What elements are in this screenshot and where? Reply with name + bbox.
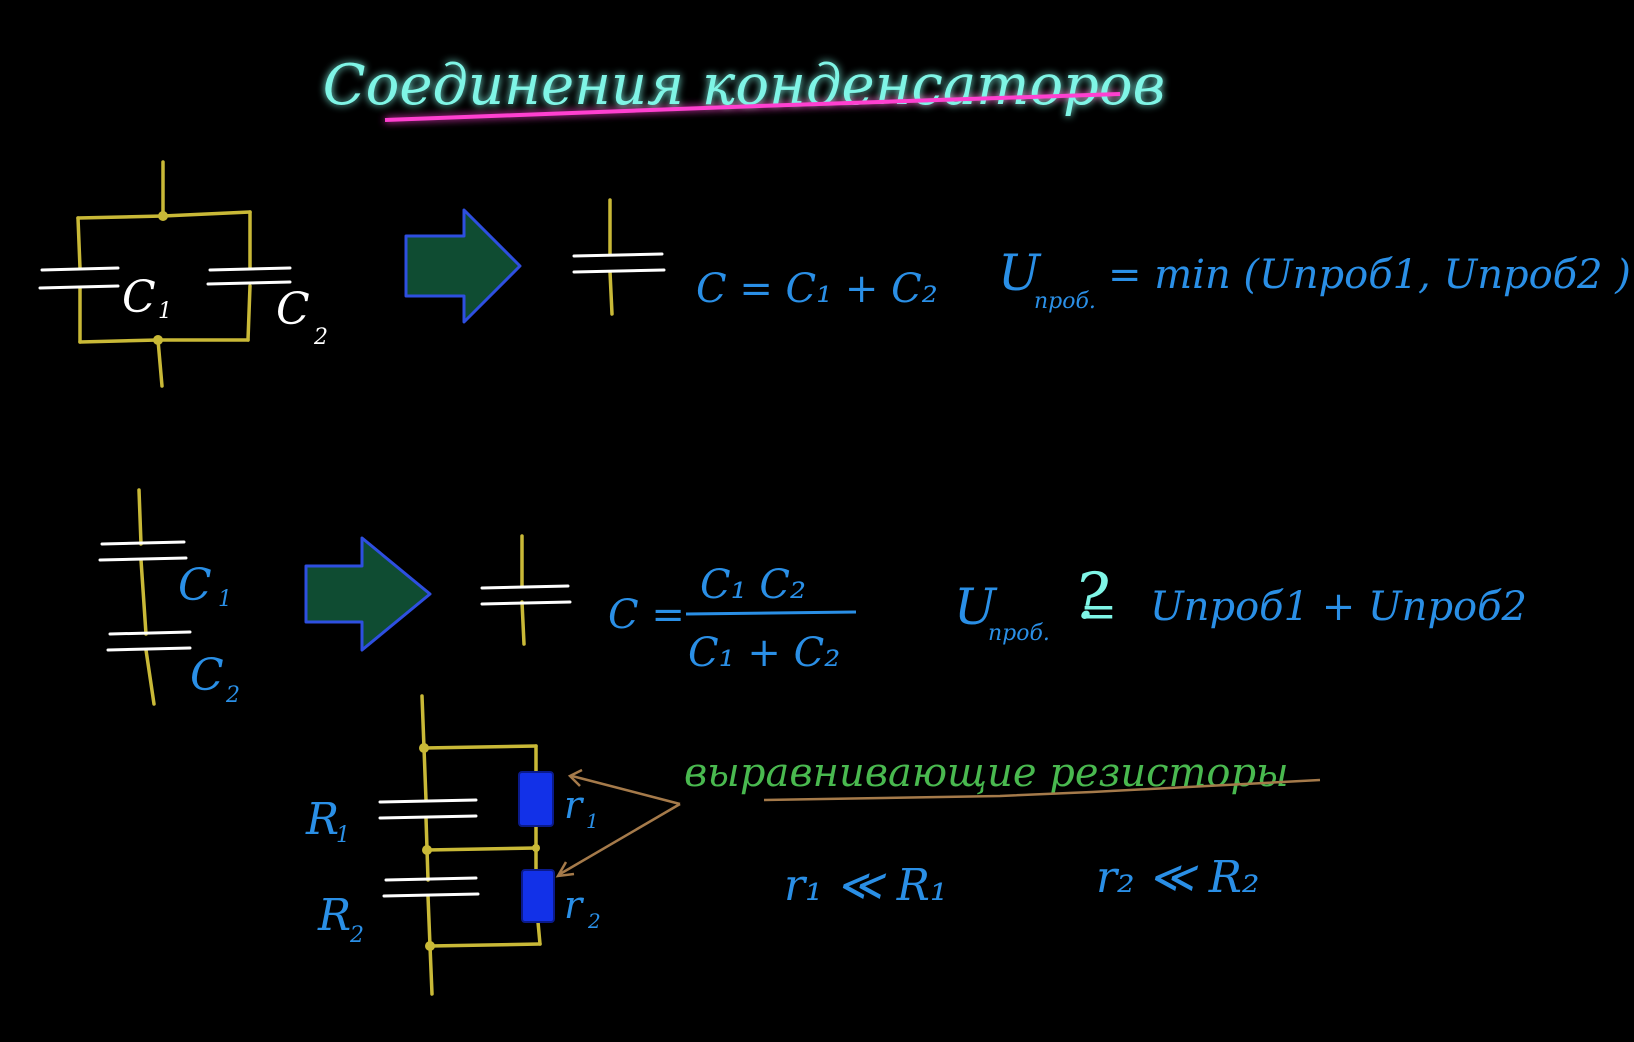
- balancing-top-bus: [422, 744, 538, 750]
- series-breakdown-voltage: U проб. ? = Uпроб1 + Uпроб2: [954, 560, 1527, 646]
- parallel-c2-label: C: [276, 284, 310, 335]
- balancing-junction-mid-right: [532, 844, 540, 852]
- parallel-voltage-symbol: U: [998, 244, 1042, 302]
- parallel-circuit: C 1 C 2: [38, 160, 328, 388]
- balancing-R2-label: R: [317, 890, 351, 941]
- balancing-cap-wire-1: [422, 746, 428, 802]
- balancing-mid-bus: [425, 846, 538, 852]
- balancing-top-lead: [420, 694, 426, 750]
- balancing-cap-wire-3: [426, 894, 432, 948]
- balancing-junction-mid: [422, 845, 432, 855]
- series-bottom-lead: [144, 648, 156, 706]
- balancing-r1-label: r: [564, 783, 585, 827]
- series-eq-lead-bottom: [520, 600, 526, 646]
- balancing-res-wire-3: [536, 920, 542, 946]
- balancing-pointers: [555, 768, 681, 878]
- parallel-bottom-bus: [78, 338, 250, 344]
- series-eq-plate-top: [480, 584, 570, 590]
- balancing-junction-top: [419, 743, 429, 753]
- series-capacitance-formula: C = C₁ C₂ C₁ + C₂: [608, 562, 857, 676]
- parallel-c1-subscript: 1: [158, 299, 172, 324]
- series-question-mark: ?: [1074, 560, 1109, 634]
- series-c2-plate-top: [108, 630, 192, 636]
- balancing-bottom-lead: [428, 944, 434, 996]
- series-c2-plate-bottom: [106, 646, 192, 652]
- parallel-equivalent-capacitor: [572, 198, 666, 316]
- series-formula-denominator: C₁ + C₂: [688, 630, 840, 676]
- series-c1-label: C: [178, 560, 212, 611]
- balancing-R1-subscript: 1: [336, 823, 350, 848]
- series-top-lead: [137, 488, 143, 546]
- pointer-to-r1: [571, 774, 681, 806]
- balancing-junction-bottom: [425, 941, 435, 951]
- title-group: Соединения конденсаторов: [323, 53, 1165, 122]
- parallel-eq-plate-bottom: [572, 268, 666, 274]
- parallel-breakdown-voltage: U проб. = min (Uпроб1, Uпроб2 ): [998, 244, 1631, 314]
- parallel-right-branch-bottom: [246, 284, 252, 342]
- parallel-bottom-lead: [156, 338, 164, 388]
- title-underline: [384, 92, 1121, 122]
- balancing-r2-label: r: [564, 883, 585, 927]
- parallel-c1-plate-bottom: [38, 284, 120, 290]
- parallel-c1-plate-top: [40, 266, 120, 272]
- balancing-condition-r1: r₁ ≪ R₁: [784, 860, 947, 911]
- parallel-capacitance-formula: C = C₁ + C₂: [696, 266, 938, 312]
- balancing-bottom-bus: [428, 942, 542, 948]
- balancing-caption-underline: [763, 778, 1321, 802]
- balancing-resistor-r1: [518, 771, 554, 827]
- series-arrow: [304, 536, 432, 652]
- balancing-c2-plate-bottom: [382, 892, 480, 898]
- series-c2-subscript: 2: [225, 683, 240, 708]
- parallel-c1-label: C: [122, 272, 156, 323]
- series-circuit: C 1 C 2: [98, 488, 240, 708]
- series-c1-plate-bottom: [98, 556, 188, 562]
- series-equals-sign: =: [1080, 586, 1117, 637]
- parallel-junction-bottom: [153, 335, 163, 345]
- series-middle-wire: [139, 558, 148, 636]
- balancing-c1-plate-top: [378, 798, 478, 804]
- series-c2-label: C: [190, 650, 224, 701]
- balancing-resistor-r2: [521, 869, 555, 923]
- balancing-r2-subscript: 2: [587, 909, 601, 933]
- series-c1-subscript: 1: [218, 587, 232, 612]
- balancing-R1-label: R: [305, 794, 339, 845]
- balancing-r1-subscript: 1: [586, 809, 599, 833]
- series-formula-numerator: C₁ C₂: [700, 562, 806, 608]
- series-voltage-expression: Uпроб1 + Uпроб2: [1150, 584, 1527, 630]
- parallel-junction-top: [158, 211, 168, 221]
- parallel-left-branch-top: [76, 216, 82, 270]
- pointer-to-r1-head: [567, 768, 583, 787]
- parallel-c2-subscript: 2: [313, 325, 328, 350]
- series-fraction-bar: [685, 610, 857, 616]
- balancing-caption: выравнивающие резисторы: [684, 750, 1289, 796]
- balancing-condition-r2: r₂ ≪ R₂: [1096, 852, 1259, 903]
- parallel-eq-lead-bottom: [608, 270, 614, 316]
- parallel-c2-plate-top: [208, 266, 292, 272]
- series-eq-plate-bottom: [480, 600, 572, 606]
- series-voltage-symbol: U: [954, 578, 998, 636]
- series-voltage-subscript: проб.: [988, 621, 1050, 646]
- pointer-to-r2: [559, 802, 681, 876]
- balancing-R2-subscript: 2: [349, 923, 364, 948]
- parallel-voltage-expression: = min (Uпроб1, Uпроб2 ): [1108, 252, 1631, 298]
- balancing-circuit: R 1 R 2 r 1 r 2: [305, 694, 601, 996]
- series-formula-lhs: C =: [608, 592, 685, 638]
- parallel-c2-plate-bottom: [206, 280, 292, 286]
- series-equivalent-capacitor: [480, 534, 572, 646]
- parallel-voltage-subscript: проб.: [1034, 289, 1096, 314]
- parallel-eq-plate-top: [572, 252, 664, 258]
- pointer-to-r2-head: [555, 861, 575, 878]
- parallel-arrow: [404, 208, 522, 324]
- balancing-c2-plate-top: [384, 876, 478, 882]
- series-c1-plate-top: [100, 540, 186, 546]
- balancing-c1-plate-bottom: [378, 814, 478, 820]
